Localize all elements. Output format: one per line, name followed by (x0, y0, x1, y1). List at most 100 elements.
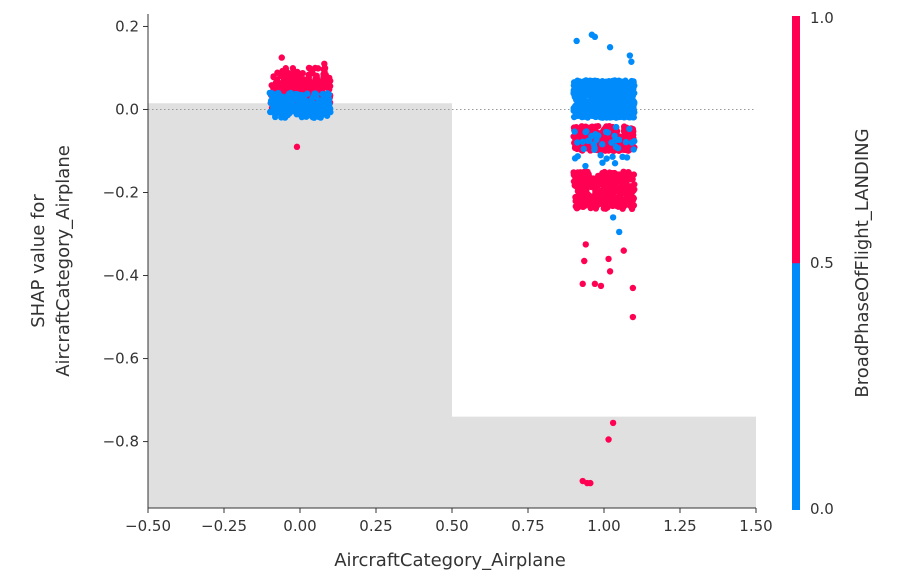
data-point (582, 241, 589, 248)
data-point (274, 69, 281, 76)
data-point (605, 255, 612, 263)
y-axis-label: SHAP value for AircraftCategory_Airplane (28, 145, 74, 377)
histogram-bar-0 (148, 103, 452, 508)
data-point (305, 111, 312, 119)
data-point (627, 196, 634, 203)
data-point (270, 73, 277, 81)
data-point (582, 99, 590, 107)
data-point (592, 193, 600, 201)
data-point (618, 96, 625, 104)
y-tick-label: −0.6 (103, 350, 139, 368)
data-point (305, 71, 312, 78)
colorbar-title: BroadPhaseOfFlight_LANDING (852, 128, 873, 397)
data-point (326, 82, 334, 90)
data-point (293, 143, 301, 151)
data-point (583, 187, 590, 195)
colorbar-mid-label: 0.5 (810, 254, 834, 272)
data-point (616, 228, 623, 236)
data-point (624, 133, 632, 140)
data-point (605, 182, 612, 189)
data-point (570, 170, 578, 177)
data-point (631, 181, 638, 188)
x-tick-label: 0.50 (435, 517, 468, 535)
data-point (573, 79, 581, 86)
data-point (599, 98, 606, 106)
colorbar-min-label: 0.0 (810, 500, 834, 518)
y-tick-label: 0.2 (115, 17, 139, 35)
data-point (579, 280, 586, 288)
data-point (278, 114, 285, 121)
x-tick-label: 1.00 (587, 517, 620, 535)
data-point (609, 202, 616, 210)
data-point (577, 89, 584, 96)
data-point (615, 203, 622, 210)
data-point (593, 87, 600, 95)
data-point (587, 183, 594, 191)
data-point (629, 313, 637, 321)
scatter-points (266, 31, 638, 487)
data-point (595, 198, 603, 205)
data-point (621, 181, 629, 189)
data-point (579, 105, 586, 113)
data-point (622, 138, 630, 146)
data-point (600, 205, 608, 212)
data-point (318, 85, 326, 93)
data-point (594, 172, 602, 180)
data-point (620, 247, 627, 254)
data-point (620, 202, 628, 209)
y-tick-label: 0.0 (115, 100, 139, 118)
data-point (583, 128, 590, 135)
data-point (627, 79, 634, 86)
x-tick-label: −0.50 (125, 517, 171, 535)
x-axis-label: AircraftCategory_Airplane (334, 550, 566, 571)
data-point (288, 73, 295, 81)
data-point (283, 104, 291, 111)
y-axis-label-line: SHAP value for (28, 194, 49, 328)
data-point (325, 76, 333, 83)
data-point (321, 60, 328, 68)
data-point (322, 71, 330, 79)
data-point (580, 195, 587, 202)
data-point (275, 89, 282, 97)
data-point (282, 80, 289, 87)
data-point (312, 64, 319, 72)
x-tick-label: 1.25 (663, 517, 696, 535)
background-histogram (148, 103, 756, 508)
data-point (598, 193, 606, 200)
x-axis-ticks: −0.50 −0.25 0.00 0.25 0.50 0.75 1.00 1.25 1.50 (125, 508, 773, 535)
data-point (271, 113, 279, 121)
data-point (572, 144, 579, 152)
data-point (604, 129, 612, 136)
data-point (577, 172, 585, 179)
data-point (627, 176, 635, 183)
data-point (575, 95, 583, 103)
data-point (606, 189, 614, 196)
data-point (279, 93, 287, 101)
data-point (592, 104, 599, 111)
data-point (586, 77, 594, 84)
x-tick-label: 0.75 (511, 517, 544, 535)
data-point (599, 107, 606, 114)
data-point (268, 108, 276, 115)
data-point (571, 128, 578, 135)
data-point (315, 97, 323, 104)
data-point (310, 113, 317, 121)
data-point (591, 280, 599, 288)
data-point (586, 202, 593, 209)
y-tick-label: −0.2 (103, 184, 139, 202)
data-point (592, 181, 600, 188)
data-point (574, 133, 581, 140)
data-point (599, 88, 607, 95)
data-point (626, 52, 634, 59)
data-point (599, 141, 606, 148)
data-point (612, 123, 620, 131)
data-point (611, 132, 618, 140)
data-point (630, 202, 638, 209)
data-point (298, 96, 305, 103)
data-point (580, 145, 587, 153)
data-point (619, 153, 626, 161)
data-point (618, 171, 625, 178)
data-point (580, 84, 588, 91)
data-point (325, 103, 333, 110)
data-point (628, 139, 636, 146)
